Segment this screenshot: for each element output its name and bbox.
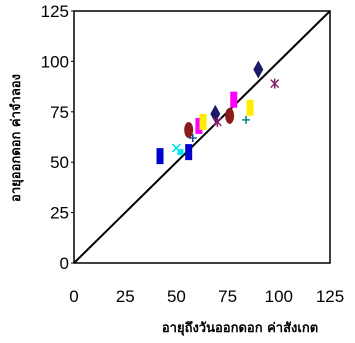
y-tick-label: 75 [50, 103, 69, 122]
one-to-one-line [73, 10, 331, 264]
data-point [246, 99, 254, 116]
y-tick-label: 125 [41, 2, 69, 21]
data-point [188, 134, 197, 143]
data-point [177, 149, 184, 156]
data-points [156, 60, 280, 165]
x-tick-label: 125 [316, 287, 344, 306]
data-point [225, 107, 235, 124]
y-tick-label: 0 [60, 254, 69, 273]
data-point [199, 113, 207, 130]
x-tick-label: 75 [218, 287, 237, 306]
data-point [185, 144, 193, 161]
data-point [242, 115, 251, 124]
y-axis-ticks: 0 25 50 75 100 125 [41, 2, 74, 273]
x-axis-title: อายุถึงวันออกดอก ค่าสังเกต [162, 320, 318, 336]
y-axis-title: อายุออกดอก ค่าจำลอง [8, 74, 24, 202]
data-point [184, 121, 194, 138]
data-point [195, 117, 203, 134]
x-tick-label: 25 [116, 287, 135, 306]
y-tick-label: 25 [50, 204, 69, 223]
x-tick-label: 50 [167, 287, 186, 306]
data-point [156, 148, 164, 165]
y-tick-label: 100 [41, 52, 69, 71]
data-point [212, 116, 222, 127]
x-tick-label: 0 [69, 287, 78, 306]
data-point [270, 78, 280, 89]
data-point [230, 91, 238, 108]
x-axis-ticks: 0 25 50 75 100 125 [69, 287, 344, 306]
data-point [253, 60, 264, 79]
x-tick-label: 100 [265, 287, 293, 306]
y-tick-label: 50 [50, 153, 69, 172]
